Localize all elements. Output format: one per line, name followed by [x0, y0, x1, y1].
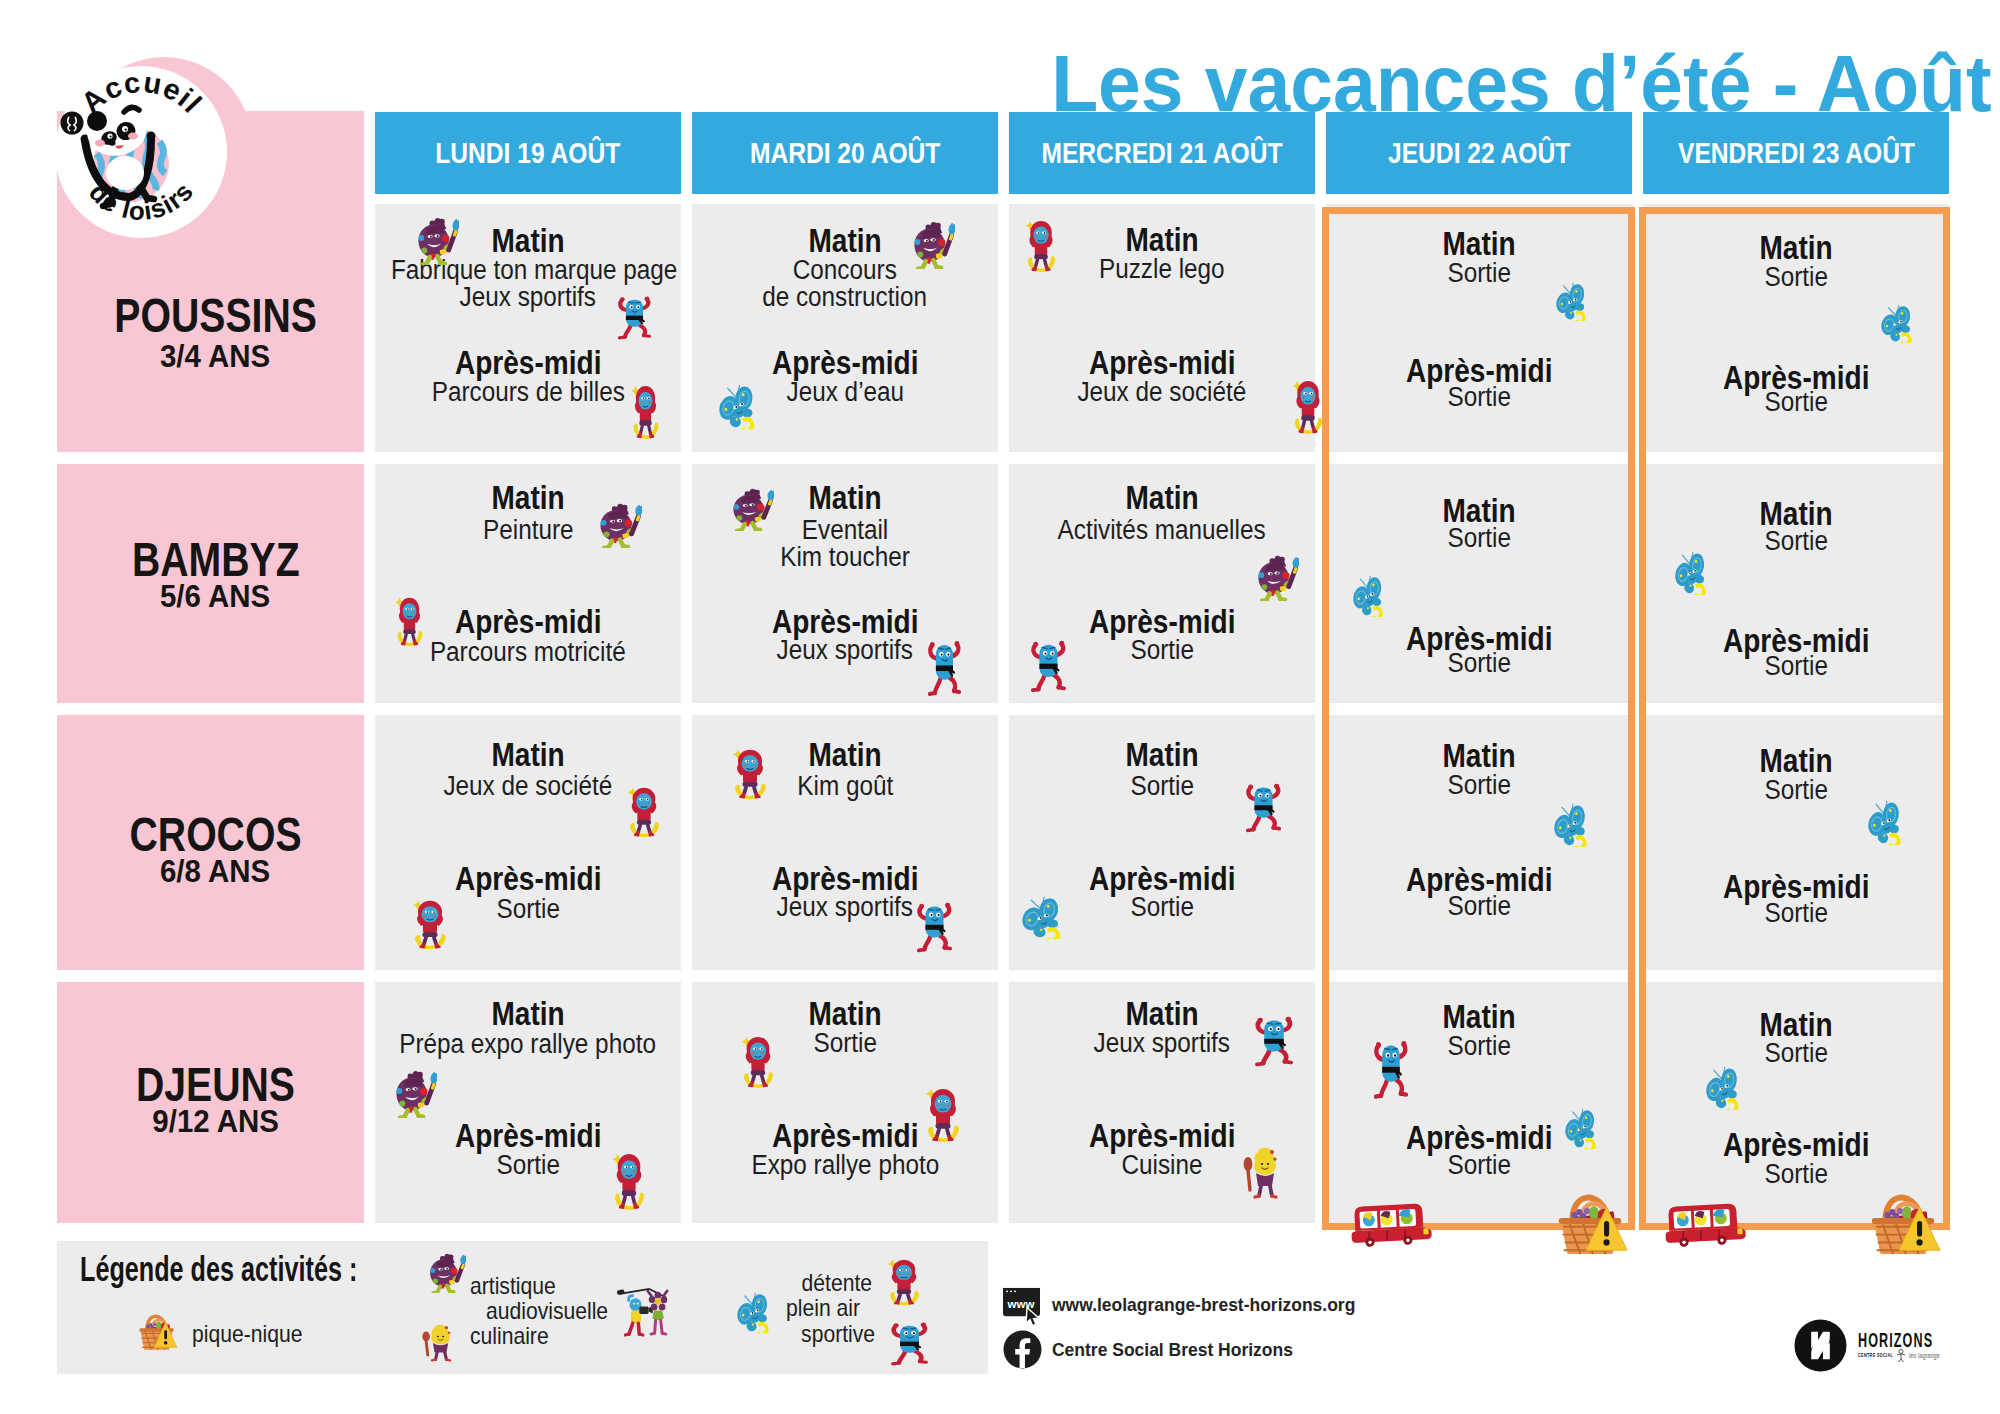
svg-text:www: www: [1007, 1299, 1035, 1311]
